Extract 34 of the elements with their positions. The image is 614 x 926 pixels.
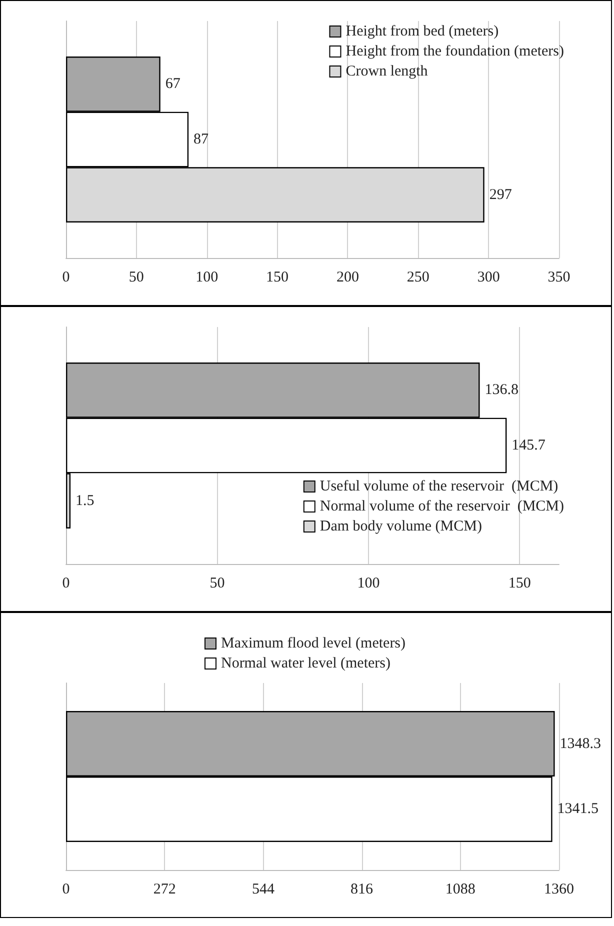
x-tick-label: 544: [252, 882, 275, 898]
x-tick-label: 50: [210, 576, 225, 592]
x-tick-label: 50: [128, 270, 144, 286]
x-tick-label: 250: [406, 270, 430, 286]
x-tick-label: 100: [357, 576, 380, 592]
x-tick-label: 300: [477, 270, 500, 286]
data-label: 136.8: [484, 382, 519, 398]
legend-label: Normal water level (meters): [220, 656, 390, 672]
x-tick-label: 200: [336, 270, 359, 286]
legend-label: Crown length: [346, 64, 428, 80]
data-label: 67: [165, 76, 181, 92]
data-label: 87: [194, 132, 210, 148]
data-label: 1341.5: [557, 801, 599, 818]
x-tick-label: 816: [350, 882, 374, 898]
x-tick-label: 150: [508, 576, 531, 592]
legend-label: Normal volume of the reservoir (MCM): [320, 498, 564, 514]
x-tick-label: 0: [62, 270, 70, 286]
x-tick-label: 1088: [445, 882, 476, 898]
legend-label: Useful volume of the reservoir (MCM): [320, 478, 558, 494]
legend-label: Dam body volume (MCM): [320, 518, 482, 534]
x-tick-label: 1360: [544, 882, 574, 898]
legend-label: Height from bed (meters): [346, 24, 499, 40]
x-tick-label: 150: [266, 270, 289, 286]
x-tick-label: 0: [62, 882, 70, 898]
legend-label: Height from the foundation (meters): [346, 44, 564, 60]
x-tick-label: 272: [153, 882, 176, 898]
x-tick-label: 100: [196, 270, 218, 286]
x-tick-label: 0: [62, 576, 70, 592]
legend-label: Maximum flood level (meters): [220, 636, 406, 652]
x-tick-label: 350: [548, 270, 570, 286]
data-label: 1348.3: [560, 736, 602, 752]
data-label: 145.7: [512, 438, 546, 454]
data-label: 297: [489, 186, 512, 203]
data-label: 1.5: [76, 492, 94, 509]
